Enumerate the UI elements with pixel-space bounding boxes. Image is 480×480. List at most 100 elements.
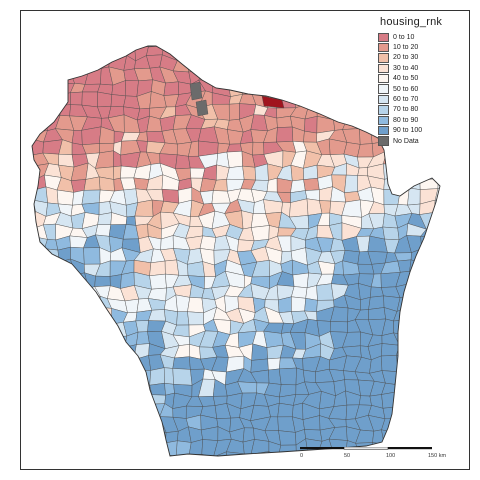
district-cell[interactable]: [189, 167, 206, 179]
district-cell[interactable]: [148, 32, 167, 48]
district-cell[interactable]: [121, 452, 139, 467]
district-cell[interactable]: [71, 438, 85, 456]
district-cell[interactable]: [450, 288, 465, 299]
district-cell[interactable]: [316, 283, 334, 301]
district-cell[interactable]: [409, 282, 426, 301]
district-cell[interactable]: [332, 34, 347, 49]
district-cell[interactable]: [448, 298, 465, 313]
district-cell[interactable]: [44, 368, 62, 381]
district-cell[interactable]: [420, 248, 440, 264]
district-cell[interactable]: [20, 379, 36, 396]
district-cell[interactable]: [71, 306, 84, 324]
district-cell[interactable]: [279, 80, 294, 98]
district-cell[interactable]: [30, 80, 46, 96]
district-cell[interactable]: [163, 81, 180, 96]
district-cell[interactable]: [166, 25, 179, 32]
district-cell[interactable]: [462, 319, 470, 336]
district-cell[interactable]: [83, 247, 101, 265]
district-cell[interactable]: [302, 369, 317, 383]
district-cell[interactable]: [277, 450, 297, 467]
district-cell[interactable]: [42, 56, 63, 74]
district-cell[interactable]: [56, 66, 75, 85]
district-cell[interactable]: [84, 438, 102, 456]
district-cell[interactable]: [99, 383, 115, 395]
district-cell[interactable]: [20, 391, 33, 409]
district-cell[interactable]: [265, 58, 284, 72]
district-cell[interactable]: [23, 355, 34, 373]
district-cell[interactable]: [436, 414, 451, 433]
district-cell[interactable]: [68, 55, 89, 73]
district-cell[interactable]: [421, 270, 436, 289]
district-cell[interactable]: [305, 285, 318, 301]
district-cell[interactable]: [124, 298, 140, 314]
district-cell[interactable]: [21, 427, 36, 442]
district-cell[interactable]: [450, 188, 464, 202]
district-cell[interactable]: [204, 465, 213, 470]
district-cell[interactable]: [409, 270, 425, 285]
district-cell[interactable]: [20, 236, 36, 251]
district-cell[interactable]: [329, 10, 344, 25]
district-cell[interactable]: [85, 48, 102, 61]
district-cell[interactable]: [69, 21, 84, 34]
district-cell[interactable]: [177, 32, 189, 45]
district-cell[interactable]: [137, 10, 153, 25]
district-cell[interactable]: [43, 393, 60, 408]
district-cell[interactable]: [31, 247, 45, 264]
district-cell[interactable]: [436, 343, 449, 361]
district-cell[interactable]: [58, 153, 75, 168]
district-cell[interactable]: [45, 415, 62, 432]
district-cell[interactable]: [134, 37, 152, 48]
district-cell[interactable]: [20, 414, 35, 429]
district-cell[interactable]: [228, 72, 244, 85]
district-cell[interactable]: [420, 464, 439, 470]
district-cell[interactable]: [357, 263, 375, 275]
district-cell[interactable]: [108, 403, 125, 420]
district-cell[interactable]: [373, 465, 386, 470]
district-cell[interactable]: [120, 416, 137, 434]
district-cell[interactable]: [94, 275, 111, 287]
district-cell[interactable]: [69, 464, 87, 470]
district-cell[interactable]: [175, 468, 189, 470]
district-cell[interactable]: [446, 415, 465, 432]
district-cell[interactable]: [406, 166, 424, 181]
district-cell[interactable]: [407, 464, 424, 470]
district-cell[interactable]: [343, 10, 359, 25]
district-cell[interactable]: [96, 321, 113, 338]
district-cell[interactable]: [201, 454, 214, 467]
district-cell[interactable]: [212, 54, 230, 74]
district-cell[interactable]: [355, 55, 373, 72]
district-cell[interactable]: [446, 427, 462, 444]
district-cell[interactable]: [20, 347, 37, 358]
district-cell[interactable]: [150, 440, 166, 455]
district-cell[interactable]: [433, 309, 447, 323]
district-cell[interactable]: [20, 404, 33, 422]
district-cell[interactable]: [110, 94, 127, 108]
district-cell[interactable]: [355, 116, 372, 129]
district-cell[interactable]: [47, 294, 62, 313]
district-cell[interactable]: [20, 211, 36, 229]
district-cell[interactable]: [48, 286, 62, 300]
district-cell[interactable]: [409, 151, 424, 170]
district-cell[interactable]: [82, 19, 100, 35]
district-cell[interactable]: [32, 403, 47, 417]
district-cell[interactable]: [459, 405, 470, 420]
district-cell[interactable]: [368, 307, 386, 321]
district-cell[interactable]: [82, 306, 101, 324]
district-cell[interactable]: [69, 10, 86, 24]
district-cell[interactable]: [46, 45, 61, 58]
district-cell[interactable]: [85, 383, 101, 396]
district-cell[interactable]: [240, 466, 254, 470]
district-cell[interactable]: [251, 467, 267, 471]
district-cell[interactable]: [318, 10, 335, 25]
district-cell[interactable]: [253, 47, 271, 60]
district-cell[interactable]: [33, 427, 50, 442]
district-cell[interactable]: [268, 31, 283, 49]
district-cell[interactable]: [20, 451, 37, 469]
district-cell[interactable]: [96, 306, 113, 325]
district-cell[interactable]: [69, 429, 86, 443]
district-cell[interactable]: [239, 10, 256, 22]
district-cell[interactable]: [460, 176, 470, 193]
district-cell[interactable]: [461, 432, 470, 441]
district-cell[interactable]: [280, 31, 293, 47]
district-cell[interactable]: [292, 272, 309, 289]
